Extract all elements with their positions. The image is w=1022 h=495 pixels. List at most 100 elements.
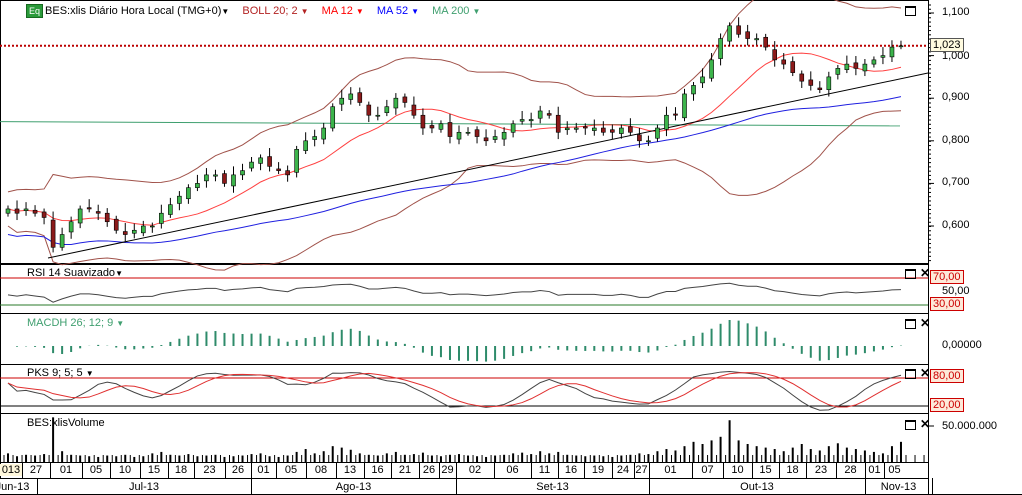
dropdown-icon[interactable]: ▼	[300, 7, 309, 16]
rsi-upper-tag: 70,00	[930, 270, 964, 284]
candle	[546, 113, 552, 116]
ma12-line	[7, 52, 902, 226]
price-tick-label: 0,600	[942, 219, 970, 231]
candle	[177, 195, 182, 204]
rsi-mid-label: 50,00	[942, 285, 970, 297]
bollinger-lower	[7, 110, 901, 271]
date-label: 24	[616, 464, 630, 476]
date-label: 01	[257, 464, 270, 476]
date-label: 16	[564, 464, 578, 476]
candle	[375, 114, 381, 117]
candle	[808, 79, 814, 86]
price-tick-label: 1,000	[942, 50, 970, 62]
candle	[862, 63, 868, 72]
indicator-ma52[interactable]: MA 52 ▼	[377, 5, 419, 17]
dropdown-icon[interactable]: ▼	[115, 269, 123, 278]
pks-d-line	[7, 372, 902, 408]
candle	[122, 231, 128, 235]
indicator-ma12[interactable]: MA 12 ▼	[322, 5, 364, 17]
volume-title: BES:xlisVolume	[27, 417, 105, 429]
maximize-main-panel-button[interactable]	[905, 3, 920, 17]
candle	[384, 106, 390, 113]
candle	[492, 136, 498, 140]
candle	[853, 62, 859, 69]
dropdown-icon[interactable]: ▼	[472, 7, 481, 16]
date-label: 23	[814, 464, 828, 476]
candle	[86, 207, 92, 210]
candle	[294, 149, 299, 173]
candle	[898, 45, 904, 48]
maximize-icon[interactable]	[905, 268, 916, 279]
indicator-label: MA 200	[432, 5, 470, 17]
date-label: 18	[174, 464, 188, 476]
date-label: 05	[888, 464, 901, 476]
macd-title[interactable]: MACDH 26; 12; 9 ▼	[27, 317, 124, 329]
candle	[646, 140, 651, 143]
candle	[727, 25, 732, 42]
volume-panel-controls: ✕	[905, 417, 930, 431]
date-label: 23	[203, 464, 216, 476]
pks-title[interactable]: PKS 9; 5; 5 ▼	[27, 367, 94, 379]
price-tick-label: 0,800	[942, 134, 970, 146]
ma52-line	[7, 96, 902, 246]
candle	[781, 59, 787, 65]
candle	[186, 187, 191, 200]
maximize-icon[interactable]	[905, 419, 916, 430]
candle	[5, 208, 11, 214]
candle	[844, 63, 850, 70]
chart-title[interactable]: BES:xlis Diário Hora Local (TMG+0)	[45, 5, 222, 17]
close-icon[interactable]: ✕	[920, 366, 931, 380]
candle	[754, 38, 759, 41]
candle	[447, 122, 453, 137]
candle	[113, 218, 119, 231]
pks-k-line	[7, 371, 902, 411]
candle	[357, 92, 363, 103]
indicator-label: MA 12	[321, 5, 353, 17]
maximize-icon[interactable]	[905, 318, 916, 329]
candle	[501, 131, 507, 140]
dropdown-icon[interactable]: ▼	[221, 7, 230, 16]
dropdown-icon[interactable]: ▼	[411, 7, 420, 16]
maximize-icon[interactable]	[905, 368, 916, 379]
candle	[222, 173, 227, 184]
maximize-icon	[905, 5, 916, 16]
pks-upper-tag: 80,00	[930, 369, 964, 383]
date-label: 11	[538, 464, 551, 476]
candle	[41, 211, 47, 218]
candle	[366, 104, 372, 116]
candle	[104, 212, 110, 223]
date-label: 01	[59, 464, 73, 476]
candle	[456, 131, 462, 140]
indicator-ma200[interactable]: MA 200 ▼	[432, 5, 480, 17]
candle	[817, 87, 823, 90]
date-label: 13	[343, 464, 357, 476]
chart-header: Eq BES:xlis Diário Hora Local (TMG+0)▼ BO…	[26, 4, 480, 18]
rsi-title[interactable]: RSI 14 Suavizado▼	[27, 267, 123, 279]
close-icon[interactable]: ✕	[920, 316, 931, 330]
date-label: 16	[371, 464, 384, 476]
date-label: 29	[441, 464, 454, 476]
date-label: 10	[731, 464, 744, 476]
close-icon[interactable]: ✕	[920, 417, 931, 431]
candle	[591, 127, 597, 131]
macd-zero-label: 0,00000	[942, 339, 982, 351]
indicator-boll[interactable]: BOLL 20; 2 ▼	[242, 5, 308, 17]
date-label: 27	[635, 464, 648, 476]
candle	[258, 157, 263, 164]
date-label: 07	[701, 464, 714, 476]
close-icon[interactable]: ✕	[920, 266, 931, 280]
dropdown-icon[interactable]: ▼	[85, 369, 94, 378]
candle	[519, 119, 525, 122]
volume-tick-label: 50.000.000	[942, 420, 998, 432]
dropdown-icon[interactable]: ▼	[355, 7, 364, 16]
pks-panel-controls: ✕	[905, 366, 930, 380]
candle	[141, 225, 146, 234]
dropdown-icon[interactable]: ▼	[116, 319, 125, 328]
rsi-panel-controls: ✕	[905, 266, 930, 280]
candle	[438, 123, 444, 130]
candle	[68, 221, 74, 233]
candle	[95, 211, 101, 214]
date-label: 05	[284, 464, 298, 476]
